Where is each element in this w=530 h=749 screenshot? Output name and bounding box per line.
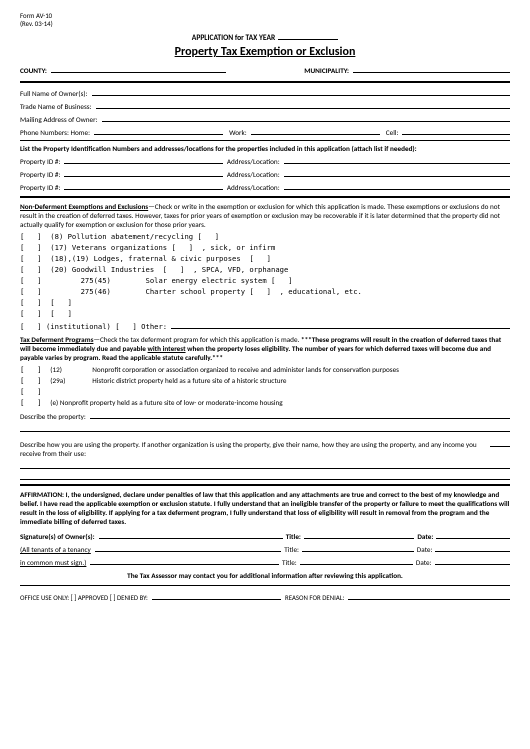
nondef-other-input[interactable] [171,320,510,329]
describe-prop-input-2[interactable] [20,423,510,432]
defer-text-e: (e) Nonprofit property held as a future … [50,398,282,407]
nondef-blank-2[interactable]: [ ] [ ] [20,309,510,318]
nondef-item-6[interactable]: [ ] 275(46) Charter school property [ ] … [20,287,510,296]
form-id: Form AV-10 [20,12,510,20]
contact-note: The Tax Assessor may contact you for add… [20,571,510,580]
sig-label: Signature(s) of Owner(s): [20,532,95,541]
title-input-2[interactable] [302,543,414,552]
mailing-input[interactable] [102,113,510,122]
date-label-2: Date: [417,545,433,554]
defer-intro-3: with interest [148,344,186,353]
full-name-label: Full Name of Owner(s): [20,89,88,98]
pid-input-1[interactable] [64,155,222,164]
phone-home-label: Phone Numbers: Home: [20,128,90,137]
phone-home-input[interactable] [94,126,223,135]
addr-input-1[interactable] [284,155,510,164]
nondef-inst-other[interactable]: [ ] (institutional) [ ] Other: [20,322,167,331]
page-title: Property Tax Exemption or Exclusion [20,45,510,60]
pid-input-3[interactable] [64,181,222,190]
affirm-label: AFFIRMATION: [20,490,64,499]
nondef-heading: Non-Deferment Exemptions and Exclusions [20,202,148,211]
form-id-block: Form AV-10 (Rev. 03-14) [20,12,510,29]
defer-ck-e[interactable]: [ ] [20,398,50,407]
date-input-1[interactable] [436,530,510,539]
full-name-input[interactable] [92,87,511,96]
title-label-1: Title: [286,532,301,541]
nondef-item-1[interactable]: [ ] (8) Pollution abatement/recycling [ … [20,232,510,241]
describe-use-input-1[interactable] [490,438,510,447]
county-label: COUNTY: [20,66,47,75]
tax-year-input[interactable] [278,31,338,40]
sig-input-2[interactable] [95,543,281,552]
nondef-item-4[interactable]: [ ] (20) Goodwill Industries [ ] , SPCA,… [20,265,510,274]
prop-list-instruction: List the Property Identification Numbers… [20,144,510,153]
nondef-blank-1[interactable]: [ ] [ ] [20,298,510,307]
defer-code-2: (29a) [50,376,92,385]
nondef-item-2[interactable]: [ ] (17) Veterans organizations [ ] , si… [20,243,510,252]
defer-code-1: (12) [50,365,92,374]
municipality-input[interactable] [353,64,510,73]
nondef-item-5[interactable]: [ ] 275(45) Solar energy electric system… [20,276,510,285]
defer-text-1: Nonprofit corporation or association org… [92,365,399,374]
office-by-input[interactable] [152,591,281,600]
pid-label-2: Property ID #: [20,170,60,179]
date-label-1: Date: [417,532,433,541]
addr-label-1: Address/Location: [227,157,280,166]
addr-label-2: Address/Location: [227,170,280,179]
title-input-3[interactable] [300,556,413,565]
phone-work-label: Work: [229,128,247,137]
affirm-text: I, the undersigned, declare under penalt… [20,490,509,526]
addr-input-2[interactable] [284,168,510,177]
defer-heading: Tax Deferment Programs [20,335,93,344]
describe-prop-input-1[interactable] [90,410,510,419]
defer-ck-2[interactable]: [ ] [20,376,50,385]
pid-label-1: Property ID #: [20,157,60,166]
sig-input-3[interactable] [90,556,279,565]
pid-input-2[interactable] [64,168,222,177]
phone-work-input[interactable] [251,126,380,135]
title-label-3: Title: [282,558,297,567]
trade-name-input[interactable] [96,100,510,109]
county-input[interactable] [51,64,226,73]
addr-input-3[interactable] [284,181,510,190]
form-rev: (Rev. 03-14) [20,20,510,28]
office-reason-label: REASON FOR DENIAL: [285,594,344,602]
tenants-label: (All tenants of a tenancy [20,545,91,554]
date-label-3: Date: [416,558,432,567]
office-reason-input[interactable] [348,591,510,600]
mailing-label: Mailing Address of Owner: [20,115,98,124]
sig-input-1[interactable] [99,530,283,539]
defer-ck-1[interactable]: [ ] [20,365,50,374]
describe-prop-label: Describe the property: [20,412,86,421]
date-input-3[interactable] [435,556,510,565]
describe-use-label: Describe how you are using the property.… [20,440,490,458]
title-input-1[interactable] [304,530,414,539]
describe-use-input-3[interactable] [20,471,510,480]
application-for-label: APPLICATION for TAX YEAR [192,34,275,43]
defer-intro-1: —Check the tax deferment program for whi… [93,335,301,344]
phone-cell-input[interactable] [402,126,510,135]
phone-cell-label: Cell: [386,128,399,137]
addr-label-3: Address/Location: [227,183,280,192]
office-label: OFFICE USE ONLY: [ ] APPROVED [ ] DENIED… [20,594,148,602]
defer-ck-3[interactable]: [ ] [20,387,510,396]
common-label: in common must sign.) [20,558,86,567]
describe-use-input-2[interactable] [20,460,510,469]
nondef-item-3[interactable]: [ ] (18),(19) Lodges, fraternal & civic … [20,254,510,263]
pid-label-3: Property ID #: [20,183,60,192]
trade-name-label: Trade Name of Business: [20,102,92,111]
municipality-label: MUNICIPALITY: [304,66,349,75]
date-input-2[interactable] [435,543,510,552]
defer-text-2: Historic district property held as a fut… [92,376,286,385]
title-label-2: Title: [284,545,299,554]
